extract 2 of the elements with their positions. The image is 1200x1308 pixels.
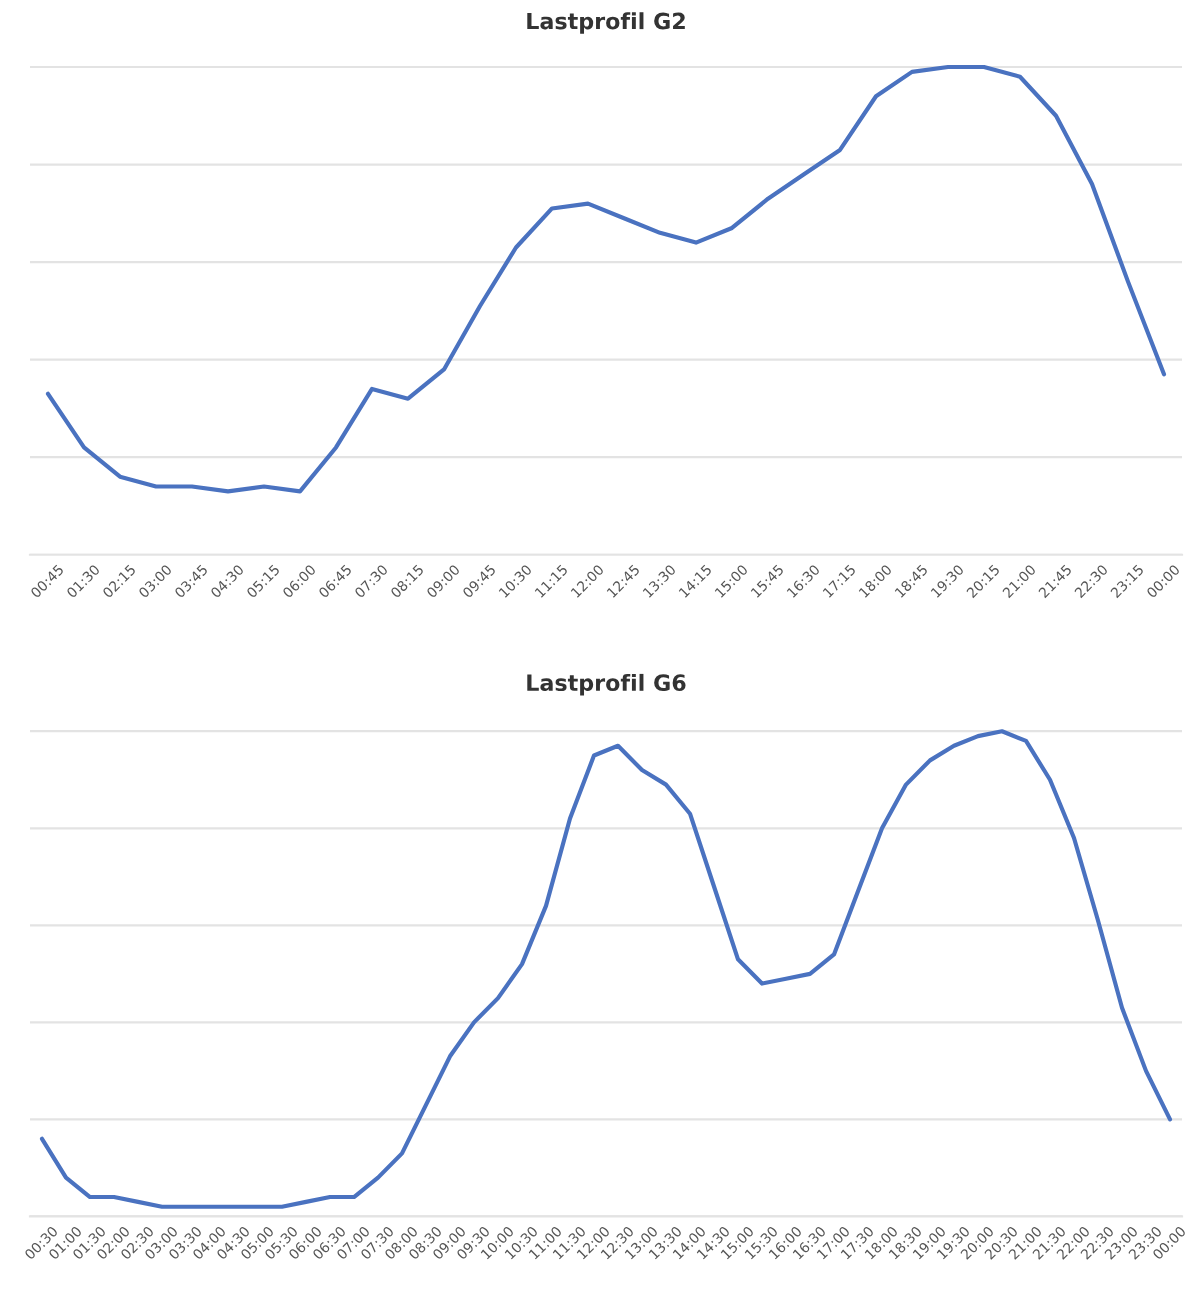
chart-title: Lastprofil G2	[527, 12, 685, 34]
chart-title: Lastprofil G6	[527, 673, 686, 696]
